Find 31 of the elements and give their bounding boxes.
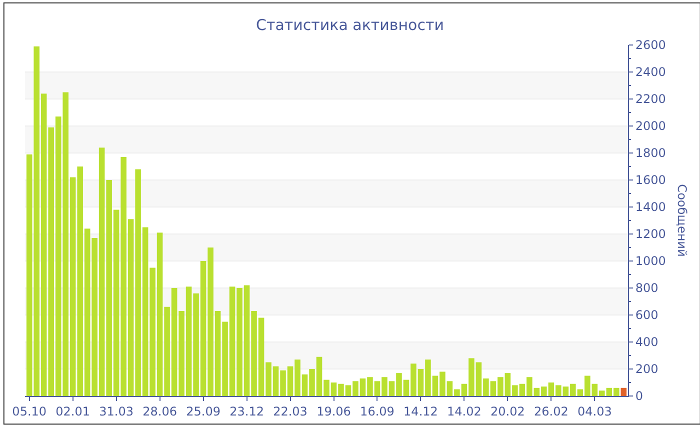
y-tick-label: 200 — [635, 362, 658, 376]
y-tick-label: 800 — [635, 281, 658, 296]
x-tick-label: 25.09 — [186, 404, 220, 418]
y-tick-label: 2400 — [635, 65, 666, 80]
y-tick-label: 1000 — [635, 254, 666, 268]
y-tick-label: 1200 — [635, 227, 666, 242]
x-tick-label: 04.03 — [577, 404, 612, 418]
chart-title: Статистика активности — [256, 16, 444, 34]
x-tick-label: 31.03 — [99, 404, 134, 418]
y-tick-label: 1800 — [635, 146, 666, 160]
y-axis-title: Сообщений — [674, 184, 689, 257]
y-tick-label: 2200 — [635, 92, 666, 106]
y-tick-label: 2600 — [635, 38, 666, 52]
x-tick-label: 20.02 — [490, 404, 525, 418]
y-tick-label: 0 — [635, 389, 644, 404]
x-tick-label: 02.01 — [56, 404, 90, 418]
x-tick-label: 05.10 — [12, 404, 47, 418]
x-tick-label: 23.12 — [230, 404, 264, 418]
y-tick-label: 1600 — [635, 173, 666, 188]
x-tick-label: 14.12 — [404, 404, 438, 418]
bar — [620, 388, 627, 396]
x-tick-label: 28.06 — [142, 404, 177, 418]
x-tick-label: 16.09 — [360, 404, 394, 418]
y-tick-label: 600 — [635, 308, 658, 322]
y-tick-label: 2000 — [635, 119, 666, 134]
x-tick-label: 19.06 — [316, 404, 351, 418]
x-tick-label: 14.02 — [447, 404, 482, 418]
x-tick-label: 22.03 — [273, 404, 308, 418]
y-tick-label: 1400 — [635, 200, 666, 214]
y-tick-label: 400 — [635, 335, 658, 350]
x-tick-label: 26.02 — [534, 404, 568, 418]
